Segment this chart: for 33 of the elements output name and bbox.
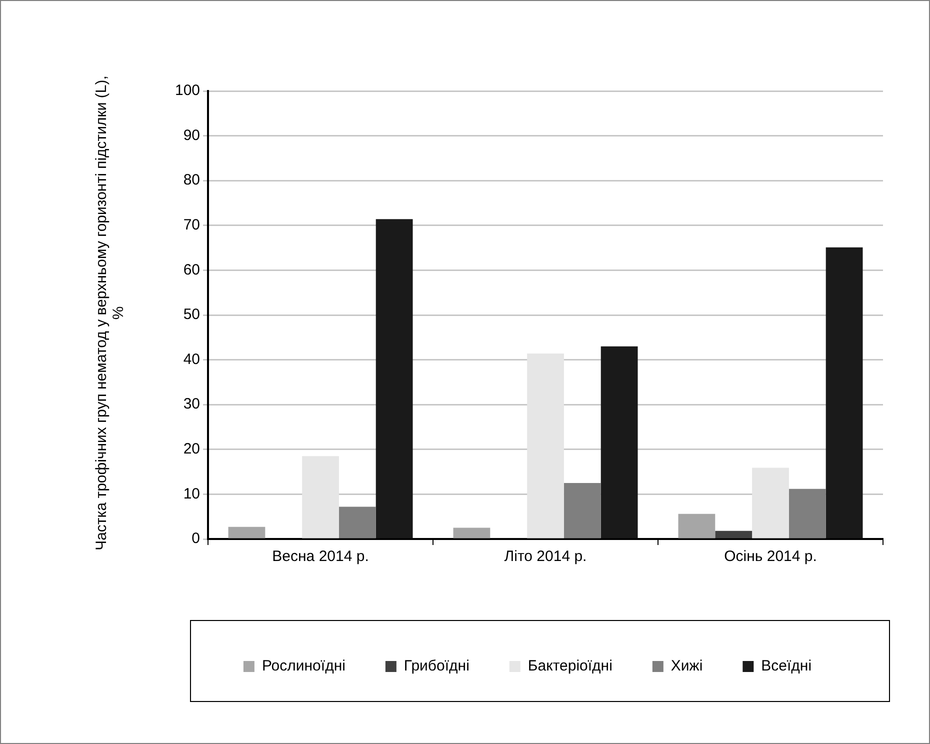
legend-label: Всеїдні	[761, 658, 812, 675]
bar	[600, 346, 638, 538]
bar	[715, 530, 752, 538]
legend-label: Хижі	[670, 658, 703, 675]
bar	[788, 488, 826, 538]
y-tick-label: 70	[183, 216, 200, 234]
legend-label: Грибоїдні	[404, 658, 470, 675]
bar	[338, 506, 376, 538]
y-tick-label: 10	[183, 485, 200, 502]
bar	[564, 483, 601, 538]
bar	[376, 219, 413, 538]
bar	[527, 354, 564, 538]
bar	[302, 456, 339, 538]
y-tick-label: 100	[174, 82, 200, 100]
y-tick-label: 20	[183, 440, 200, 458]
y-tick-label: 40	[183, 350, 200, 368]
y-tick-label: 60	[183, 261, 200, 278]
legend-label: Бактеріоїдні	[528, 658, 612, 675]
bar	[453, 528, 490, 538]
bar	[228, 526, 266, 538]
y-tick-label: 50	[183, 306, 200, 324]
y-tick-label: 90	[183, 126, 200, 144]
x-tick-label: Весна 2014 р.	[272, 548, 369, 566]
y-tick-label: 0	[192, 530, 200, 548]
y-tick-label: 80	[183, 172, 200, 189]
bar	[678, 514, 716, 538]
x-tick-label: Літо 2014 р.	[504, 548, 587, 566]
bar	[826, 247, 863, 538]
y-tick-label: 30	[183, 396, 200, 413]
y-axis-title: Частка трофічних груп нематод у верхньому горизонті підстилки (L), %	[93, 74, 127, 552]
legend-label: Рослиноїдні	[262, 658, 346, 675]
bar	[752, 468, 789, 538]
x-tick-label: Осінь 2014 р.	[724, 548, 817, 566]
